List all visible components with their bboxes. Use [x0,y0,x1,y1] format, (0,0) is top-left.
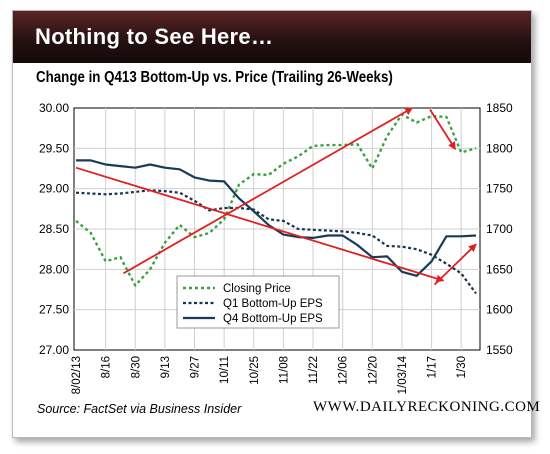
x-tick-label: 8/02/13 [71,356,83,394]
x-tick-label: 9/27 [190,356,202,378]
trend-arrow [75,166,445,283]
x-tick-label: 12/06 [338,356,350,385]
y-right-tick-label: 1650 [486,262,513,276]
series-line-q4-bottom-up-eps [76,159,477,277]
x-tick-label: 11/22 [308,356,320,384]
y-left-tick-label: 28.00 [39,262,69,276]
y-right-tick-label: 1750 [486,182,513,196]
x-tick-label: 10/25 [249,356,261,385]
trend-arrow [122,107,414,275]
x-tick-label: 1/30 [456,356,468,378]
series-line-q1-bottom-up-eps [75,189,477,295]
legend-label: Q1 Bottom-Up EPS [223,298,323,310]
series-line-closing-price [75,113,477,287]
header-title: Nothing to See Here… [35,24,274,49]
y-left-tick-label: 27.00 [39,343,69,357]
y-right-tick-label: 1600 [486,303,513,317]
y-left-tick-label: 29.00 [39,182,69,196]
x-tick-label: 10/11 [219,356,231,384]
y-right-tick-label: 1700 [486,222,513,236]
trend-arrow [429,109,457,150]
x-tick-label: 8/30 [130,356,142,378]
x-tick-label: 11/08 [278,356,290,384]
x-tick-label: 1/03/14 [397,355,409,394]
legend-label: Q4 Bottom-Up EPS [223,313,323,325]
y-left-tick-label: 30.00 [39,101,69,115]
x-tick-label: 12/20 [367,356,379,385]
y-right-tick-label: 1550 [486,343,513,357]
y-right-tick-label: 1850 [486,101,513,115]
x-tick-label: 8/16 [101,356,113,378]
x-tick-label: 1/17 [427,356,439,378]
header-banner: Nothing to See Here… [13,11,531,63]
site-url: WWW.DAILYRECKONING.COM [313,399,541,415]
legend-box [176,275,340,329]
y-left-tick-label: 28.50 [39,222,69,236]
y-left-tick-label: 27.50 [39,303,69,317]
x-tick-label: 9/13 [160,356,172,378]
y-right-tick-label: 1800 [486,141,513,155]
legend-label: Closing Price [223,283,291,295]
source-note: Source: FactSet via Business Insider [37,402,242,416]
chart-title: Change in Q413 Bottom-Up vs. Price (Trai… [36,69,393,86]
chart-card: Nothing to See Here… [12,10,532,438]
y-left-tick-label: 29.50 [39,141,69,155]
trend-arrow [433,243,477,286]
